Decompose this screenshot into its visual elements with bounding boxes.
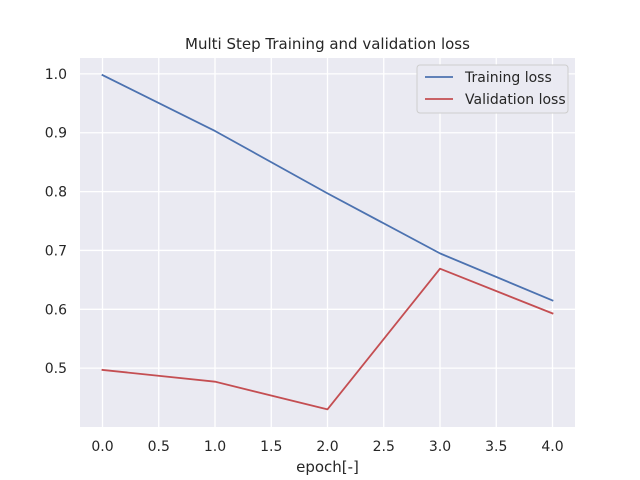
legend-entry-label: Validation loss (465, 92, 566, 108)
x-tick-label: 2.5 (373, 439, 395, 455)
x-tick-label: 2.0 (316, 439, 338, 455)
y-tick-label: 1.0 (45, 67, 67, 83)
y-tick-label: 0.6 (45, 302, 67, 318)
x-tick-label: 3.0 (429, 439, 451, 455)
x-tick-label: 4.0 (541, 439, 563, 455)
series-line-validation-loss (101, 267, 554, 411)
x-tick-label: 1.5 (260, 439, 282, 455)
legend[interactable]: Training loss Validation loss (416, 64, 569, 114)
legend-entry-label: Training loss (464, 70, 552, 86)
series-line-training-loss (101, 73, 554, 302)
x-tick-label: 0.5 (148, 439, 170, 455)
chart-title: Multi Step Training and validation loss (185, 35, 470, 53)
y-tick-label: 0.7 (45, 243, 67, 259)
legend-box (416, 64, 569, 114)
y-tick-label: 0.5 (45, 361, 67, 377)
x-tick-label: 0.0 (91, 439, 113, 455)
y-tick-label: 0.9 (45, 126, 67, 142)
grid (80, 58, 575, 427)
x-axis-ticks: 0.0 0.5 1.0 1.5 2.0 2.5 3.0 3.5 4.0 (91, 439, 563, 455)
y-axis-ticks: 0.5 0.6 0.7 0.8 0.9 1.0 (45, 67, 67, 377)
x-tick-label: 1.0 (204, 439, 226, 455)
series-layer (101, 73, 554, 411)
x-axis-label: epoch[-] (296, 458, 359, 476)
x-tick-label: 3.5 (485, 439, 507, 455)
y-tick-label: 0.8 (45, 185, 67, 201)
